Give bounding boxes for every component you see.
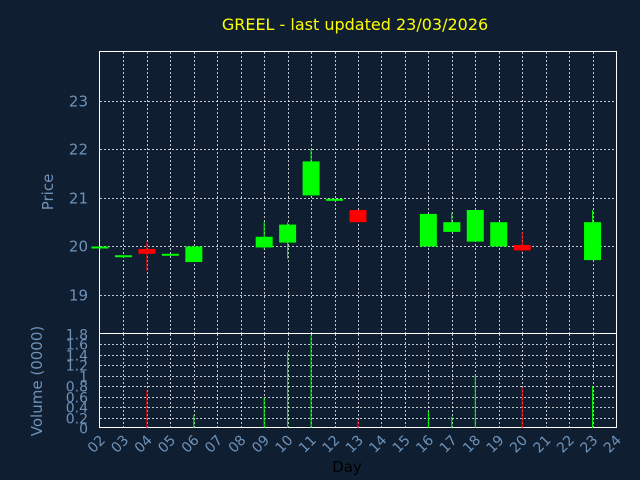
price-axis-label: Price [39,174,57,211]
volume-y-tick: 1.6 [66,338,88,354]
price-y-tick: 19 [69,287,88,305]
volume-y-tick: 0 [79,422,88,438]
price-y-tick: 20 [69,238,88,256]
candle [326,198,344,201]
volume-y-tick: 1.2 [66,359,88,375]
candle [114,255,132,258]
candle [349,210,367,223]
price-y-tick: 22 [69,141,88,159]
candle-body [161,253,179,256]
candle-body [255,236,273,248]
candle-body [584,222,602,261]
x-axis-label: Day [332,458,362,476]
candle-body [185,246,203,263]
candle [185,246,203,263]
candle [161,253,179,256]
candle-body [419,213,437,247]
candle-body [466,210,484,242]
candle-body [513,245,531,251]
x-ticks: 02 03 04 05 06 07 08 09 10 11 12 13 14 15 16 17 18 19 20 21… [85,432,625,456]
price-y-tick: 21 [69,190,88,208]
candle-body [349,210,367,223]
volume-y-tick: 0.4 [66,401,88,417]
volume-y-tick: 1 [79,370,88,386]
candle [255,222,273,249]
price-y-tick: 23 [69,93,88,111]
volume-grid [100,334,616,428]
volume-y-tick: 1.8 [66,328,88,344]
candle [419,213,437,247]
candle [584,210,602,261]
candle [138,241,156,271]
volume-y-tick: 1.4 [66,349,88,365]
volume-axis-label: Volume (0000) [28,326,46,436]
volume-y-ticks: 00.20.40.60.811.21.41.61.8 [66,328,88,438]
candle-body [279,224,297,243]
candle [466,210,484,242]
candle-body [302,161,320,196]
candle [443,212,461,232]
candle [91,246,109,249]
candle-body [91,246,109,249]
price-y-ticks: 19 20 21 22 23 [69,93,88,305]
candle [279,222,297,259]
volume-y-tick: 0.2 [66,412,88,428]
volume-y-tick: 0.6 [66,391,88,407]
candle-body [114,255,132,258]
candle-body [326,198,344,201]
candle [490,222,508,247]
volume-y-tick: 0.8 [66,380,88,396]
chart-title: GREEL - last updated 23/03/2026 [222,15,488,34]
candle-body [138,248,156,254]
candles [91,149,602,271]
candle [302,149,320,196]
volume-bars [146,335,594,428]
candle-body [490,222,508,247]
candle [513,231,531,252]
candle-body [443,222,461,232]
